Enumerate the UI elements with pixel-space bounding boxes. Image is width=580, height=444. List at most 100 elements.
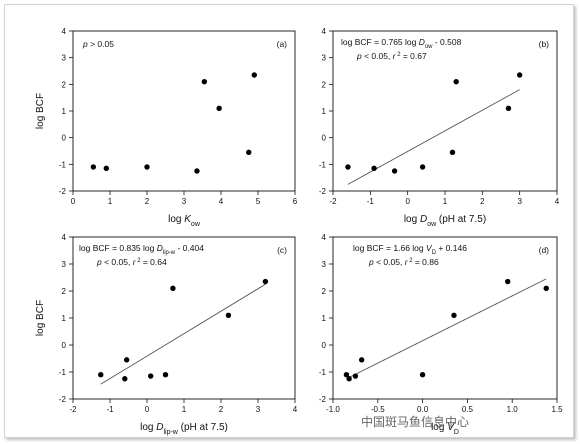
data-point-b bbox=[449, 149, 456, 156]
figure-canvas: 0 1 2 3 4 5 6 -2 -1 0 1 2 3 4 log Kow log BCF (a) p > 0.0… bbox=[35, 27, 563, 436]
watermark-text: 中国斑马鱼信息中心 bbox=[361, 414, 469, 429]
x-axis-label-d: log VD bbox=[431, 422, 459, 436]
x-tick-label-a: 3 bbox=[182, 197, 187, 206]
y-tick-label-d: -1 bbox=[319, 368, 327, 377]
y-tick-label-a: 1 bbox=[62, 107, 67, 116]
y-tick-label-a: -1 bbox=[59, 160, 67, 169]
y-tick-label-a: 0 bbox=[62, 134, 67, 143]
y-tick-label-a: 4 bbox=[62, 27, 67, 36]
y-tick-label-a: -2 bbox=[59, 187, 67, 196]
x-tick-label-a: 6 bbox=[293, 197, 298, 206]
y-tick-label-b: 4 bbox=[322, 27, 327, 36]
panel-letter-a: (a) bbox=[277, 39, 288, 49]
y-axis-label-c: log BCF bbox=[35, 300, 46, 336]
x-tick-label-c: 0 bbox=[145, 405, 150, 414]
x-tick-label-d: -0.5 bbox=[371, 405, 385, 414]
y-tick-label-d: 2 bbox=[322, 287, 327, 296]
data-point-d bbox=[505, 278, 511, 285]
data-point-c bbox=[170, 285, 176, 291]
data-point-c bbox=[225, 312, 232, 318]
data-point-d bbox=[451, 312, 457, 318]
regression-stats-c: p < 0.05, r 2 = 0.64 bbox=[96, 257, 167, 267]
y-tick-label-b: 0 bbox=[322, 134, 327, 143]
regression-equation-b: log BCF = 0.765 log Dow - 0.508 bbox=[341, 37, 462, 50]
regression-equation-d: log BCF = 1.66 log VD + 0.146 bbox=[353, 243, 467, 256]
x-tick-label-a: 4 bbox=[219, 197, 224, 206]
x-tick-label-c: 2 bbox=[219, 405, 224, 414]
x-tick-label-b: -2 bbox=[329, 197, 337, 206]
data-point-b bbox=[505, 105, 512, 112]
x-tick-label-d: 1.5 bbox=[551, 405, 563, 414]
y-tick-label-c: 3 bbox=[62, 260, 67, 269]
y-tick-label-c: 4 bbox=[62, 233, 67, 242]
regression-stats-d: p < 0.05, r 2 = 0.86 bbox=[368, 257, 439, 267]
x-tick-label-d: -1.0 bbox=[326, 405, 340, 414]
data-point-b bbox=[419, 164, 426, 170]
x-tick-label-b: 0 bbox=[405, 197, 410, 206]
x-tick-label-c: -2 bbox=[69, 405, 77, 414]
data-point-b bbox=[516, 72, 523, 78]
data-point-d bbox=[346, 376, 352, 382]
x-tick-label-d: 0.0 bbox=[417, 405, 429, 414]
y-tick-label-d: -2 bbox=[319, 395, 327, 404]
data-point-d bbox=[419, 372, 426, 378]
x-tick-label-c: 3 bbox=[256, 405, 261, 414]
panel-letter-c: (c) bbox=[277, 245, 287, 255]
y-tick-label-a: 2 bbox=[62, 80, 67, 89]
panel-letter-d: (d) bbox=[539, 245, 550, 255]
data-point-a bbox=[216, 105, 222, 112]
y-tick-label-b: -2 bbox=[319, 187, 327, 196]
y-axis-label-a: log BCF bbox=[35, 93, 46, 129]
x-axis-label-b: log Dow (pH at 7.5) bbox=[404, 214, 486, 228]
x-tick-label-c: 4 bbox=[293, 405, 298, 414]
data-point-a bbox=[144, 164, 150, 170]
x-tick-label-b: 3 bbox=[517, 197, 522, 206]
y-tick-label-d: 1 bbox=[322, 314, 327, 323]
data-point-c bbox=[98, 372, 104, 378]
x-tick-label-b: 2 bbox=[480, 197, 485, 206]
x-tick-label-b: 1 bbox=[443, 197, 448, 206]
y-tick-label-b: 3 bbox=[322, 54, 327, 63]
y-tick-label-d: 4 bbox=[322, 233, 327, 242]
data-point-a bbox=[201, 78, 208, 85]
regression-line-c bbox=[100, 283, 266, 385]
y-tick-label-c: -1 bbox=[59, 368, 67, 377]
x-tick-label-c: -1 bbox=[106, 405, 114, 414]
x-tick-label-d: 0.5 bbox=[462, 405, 474, 414]
x-tick-label-a: 2 bbox=[145, 197, 150, 206]
x-axis-label-c: log Dlip-w (pH at 7.5) bbox=[140, 422, 228, 436]
data-point-b bbox=[345, 164, 351, 170]
figure-frame: 0 1 2 3 4 5 6 -2 -1 0 1 2 3 4 log Kow log BCF (a) p > 0.0… bbox=[4, 4, 574, 438]
data-point-c bbox=[122, 376, 128, 382]
x-tick-label-b: -1 bbox=[367, 197, 375, 206]
x-tick-label-d: 1.0 bbox=[507, 405, 519, 414]
y-tick-label-d: 0 bbox=[322, 341, 327, 350]
y-tick-label-d: 3 bbox=[322, 260, 327, 269]
regression-line-d bbox=[346, 278, 547, 380]
data-point-d bbox=[358, 357, 365, 363]
x-tick-label-a: 1 bbox=[108, 197, 113, 206]
data-point-a bbox=[246, 149, 252, 156]
y-tick-label-b: 1 bbox=[322, 107, 327, 116]
data-point-a bbox=[90, 164, 97, 170]
panel-c: -2 -1 0 1 2 3 4 -2 -1 0 1 2 3 4 log Dlip-w (pH at 7.5)… bbox=[35, 233, 298, 436]
regression-stats-b: p < 0.05, r 2 = 0.67 bbox=[356, 51, 427, 61]
x-tick-label-c: 1 bbox=[182, 405, 187, 414]
data-point-a bbox=[251, 72, 257, 78]
y-tick-label-b: 2 bbox=[322, 80, 327, 89]
data-point-d bbox=[352, 373, 359, 379]
y-tick-label-c: -2 bbox=[59, 395, 67, 404]
data-point-a bbox=[103, 165, 110, 172]
regression-equation-c: log BCF = 0.835 log Dlip-w - 0.404 bbox=[79, 243, 204, 256]
significance-text-a: p > 0.05 bbox=[82, 39, 114, 49]
panel-d: -1.0 -0.5 0.0 0.5 1.0 1.5 -2 -1 0 1 2 3 4 log VD (d) lo… bbox=[319, 233, 563, 436]
data-point-b bbox=[453, 78, 459, 85]
data-point-d bbox=[343, 372, 350, 378]
x-tick-label-a: 5 bbox=[256, 197, 261, 206]
panel-a: 0 1 2 3 4 5 6 -2 -1 0 1 2 3 4 log Kow log BCF (a) p > 0.0… bbox=[35, 27, 298, 228]
data-point-b bbox=[371, 165, 377, 172]
data-point-d bbox=[543, 285, 549, 291]
data-point-c bbox=[162, 372, 169, 378]
data-point-c bbox=[148, 373, 154, 379]
plot-area-d bbox=[332, 236, 558, 400]
